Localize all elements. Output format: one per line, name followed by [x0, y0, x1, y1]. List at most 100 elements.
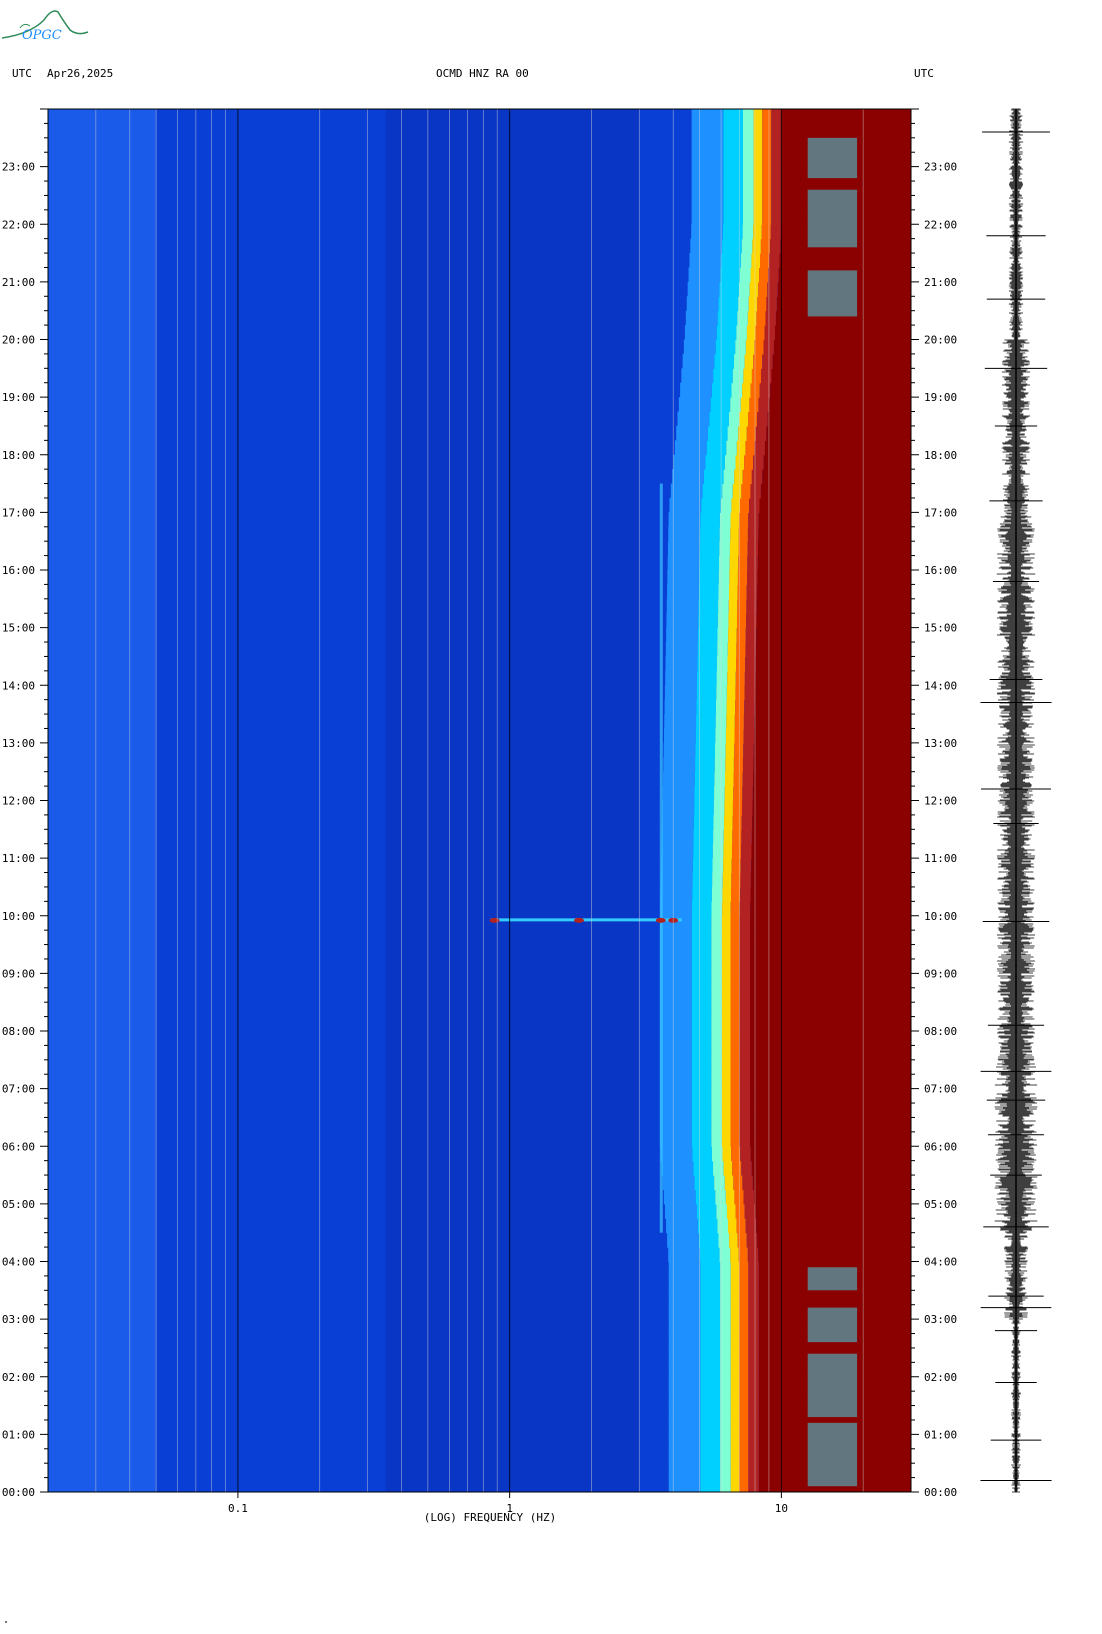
spectrogram-strip: [659, 1131, 911, 1147]
frequency-gridlines: [95, 109, 864, 1492]
spectrogram-cell: [691, 987, 712, 1003]
spectrogram-cell: [739, 1362, 749, 1378]
spectrogram-cell: [659, 1002, 692, 1018]
spectrogram-cell: [663, 757, 696, 773]
spectrogram-cell: [753, 353, 763, 369]
spectrogram-cell: [779, 253, 911, 269]
spectrogram-strip: [668, 526, 911, 542]
spectrogram-strip: [661, 829, 911, 845]
spectrogram-cell: [771, 137, 782, 153]
spectrogram-cell: [730, 1419, 740, 1435]
spectrogram-cell: [668, 1319, 701, 1335]
y-tick-label-right: 08:00: [924, 1025, 957, 1038]
spectrogram-strip: [659, 944, 911, 960]
spectrogram-cell: [731, 886, 741, 902]
spectrogram-cell: [659, 973, 692, 989]
spectrogram-cell: [716, 670, 728, 686]
spectrogram-cell: [711, 1117, 722, 1133]
y-tick-label-left: 22:00: [2, 218, 35, 231]
spectrogram-cell: [735, 454, 745, 470]
spectrogram-cell: [759, 497, 911, 513]
spectrogram-cell: [659, 1088, 692, 1104]
spectrogram-cell: [753, 109, 763, 125]
spectrogram-cell: [719, 1247, 731, 1263]
spectrogram-cell: [739, 1059, 751, 1075]
spectrogram-cell: [696, 685, 717, 701]
spectrogram-cell: [721, 1088, 731, 1104]
y-tick-label-left: 09:00: [2, 967, 35, 980]
spectrogram-cell: [773, 339, 911, 355]
spectrogram-strip: [663, 757, 911, 773]
spectrogram-cell: [748, 1290, 759, 1306]
spectrogram-cell: [739, 973, 751, 989]
spectrogram-cell: [750, 944, 911, 960]
spectrogram-cell: [668, 1290, 701, 1306]
spectrogram-cell: [712, 843, 724, 859]
spectrogram-cell: [668, 1405, 701, 1421]
spectrogram-strip: [662, 814, 911, 830]
spectrogram-cell: [680, 382, 712, 398]
spectrogram-cell: [665, 642, 698, 658]
spectrogram-strip: [660, 872, 911, 888]
spectrogram-cell: [730, 1016, 740, 1032]
spectrogram-cell: [732, 814, 742, 830]
spectrogram-cell: [730, 973, 740, 989]
spectrogram-cell: [730, 1333, 740, 1349]
spectrogram-strip: [667, 555, 911, 571]
spectrogram-cell: [723, 123, 744, 139]
spectrogram-cell: [715, 742, 726, 758]
spectrogram-cell: [762, 469, 911, 485]
spectrogram-cell: [668, 1463, 701, 1479]
spectrogram-cell: [725, 742, 735, 758]
spectrogram-cell: [727, 670, 736, 686]
spectrogram-cell: [739, 958, 751, 974]
spectrogram-cell: [698, 598, 719, 614]
spectrogram-cell: [723, 858, 732, 874]
spectrogram-cell: [740, 886, 751, 902]
spectrogram-cell: [760, 368, 772, 384]
spectrogram-cell: [692, 872, 713, 888]
spectrogram-strip: [691, 109, 911, 125]
spectrogram-cell: [730, 1261, 740, 1277]
spectrogram-cell: [667, 555, 700, 571]
spectrogram-cell: [739, 1376, 749, 1392]
spectrogram-cell: [742, 382, 751, 398]
spectrogram-cell: [729, 584, 738, 600]
quiet-period-patch: [807, 1267, 858, 1291]
spectrogram-cell: [744, 454, 754, 470]
spectrogram-cell: [760, 238, 770, 254]
spectrogram-cell: [739, 1131, 751, 1147]
spectrogram-cell: [739, 1434, 749, 1450]
spectrogram-strip: [659, 973, 911, 989]
spectrogram-cell: [715, 339, 736, 355]
spectrogram-cell: [659, 1016, 692, 1032]
spectrogram-cell: [711, 1146, 723, 1162]
spectrogram-cell: [720, 1333, 731, 1349]
spectrogram-cell: [731, 858, 741, 874]
spectrogram-cell: [739, 1074, 751, 1090]
spectrogram-cell: [750, 930, 911, 946]
spectrogram-cell: [721, 1031, 731, 1047]
y-tick-label-right: 17:00: [924, 506, 957, 519]
spectrogram-cell: [720, 267, 740, 283]
spectrogram-cell: [715, 728, 726, 744]
spectrogram-cell: [730, 1031, 740, 1047]
spectrogram-cell: [751, 858, 911, 874]
spectrogram-cell: [691, 1045, 712, 1061]
spectrogram-cell: [710, 397, 731, 413]
spectrogram-cell: [737, 570, 747, 586]
spectrogram-cell: [750, 483, 761, 499]
spectrogram-cell: [747, 541, 759, 557]
y-tick-label-left: 17:00: [2, 506, 35, 519]
spectrogram-cell: [722, 483, 733, 499]
spectrogram-cell: [700, 1405, 721, 1421]
spectrogram-strip: [659, 1103, 911, 1119]
spectrogram-cell: [711, 1074, 722, 1090]
spectrogram-cell: [762, 123, 772, 139]
spectrogram-cell: [743, 195, 754, 211]
spectrogram-cell: [737, 1232, 747, 1248]
spectrogram-cell: [751, 843, 911, 859]
spectrogram-cell: [724, 1175, 734, 1191]
spectrogram-cell: [748, 1376, 759, 1392]
spectrogram-cell: [718, 1232, 730, 1248]
